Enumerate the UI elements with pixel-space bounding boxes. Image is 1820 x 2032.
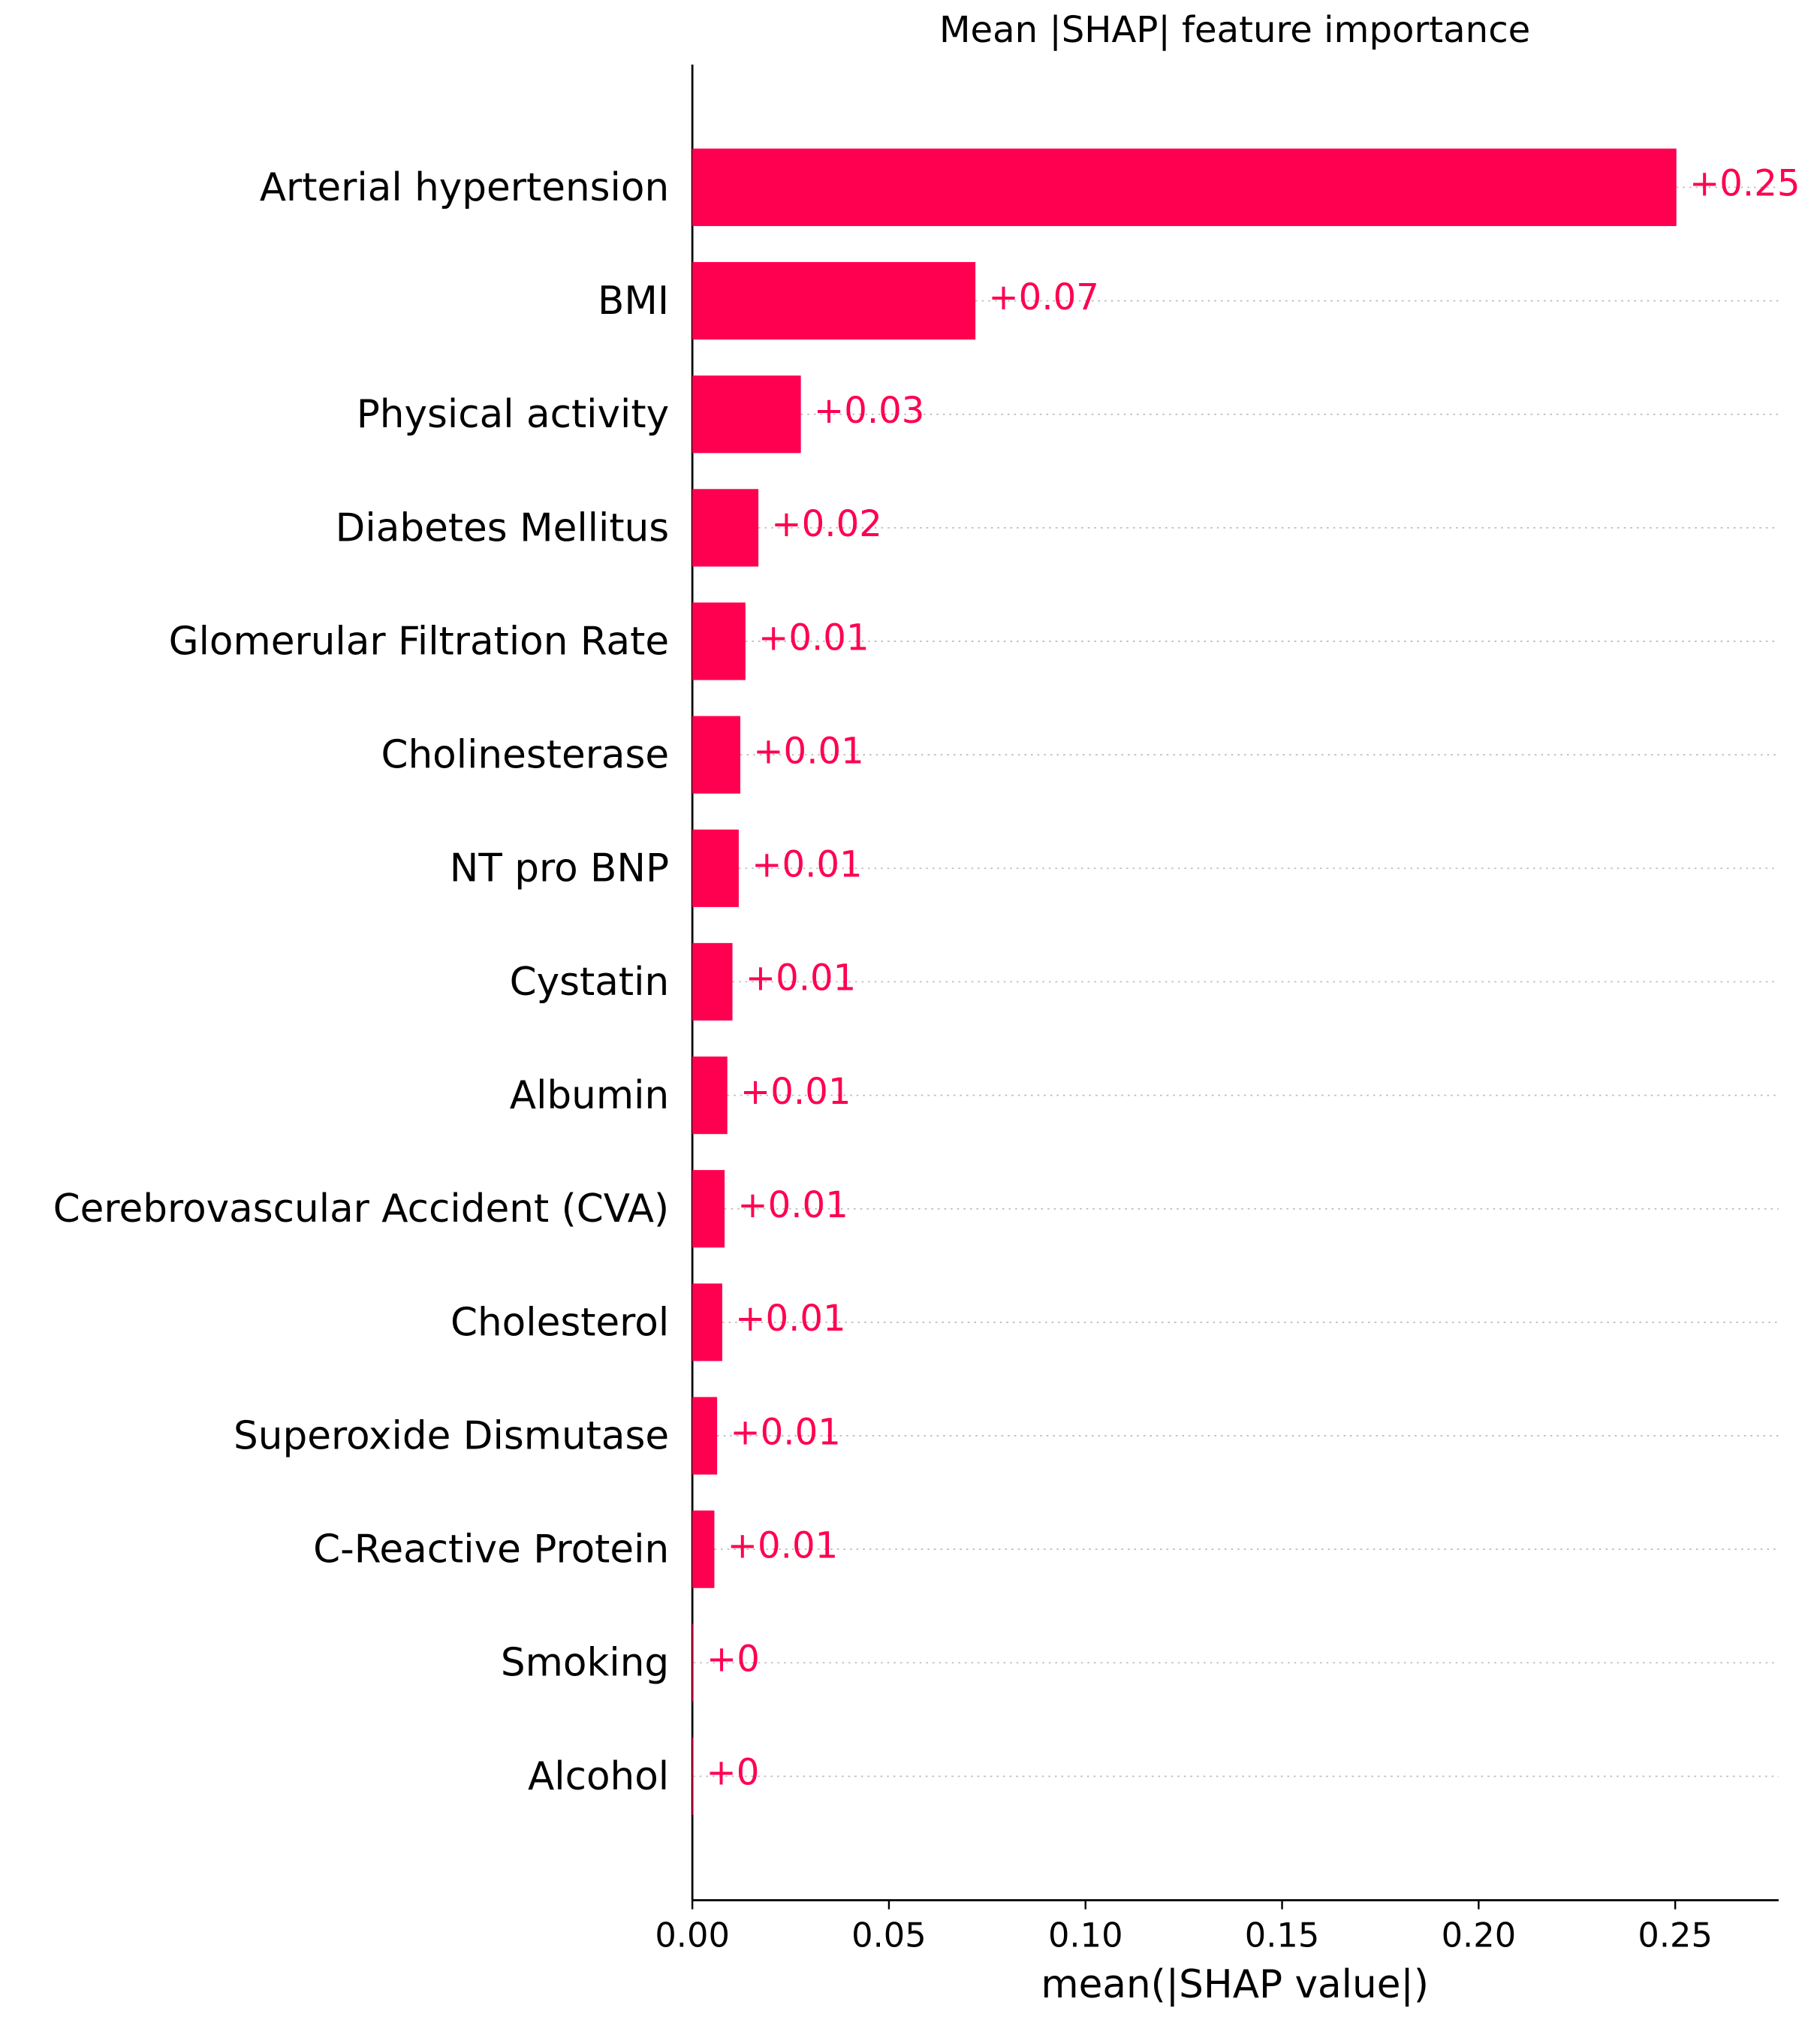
y-tick-label: Physical activity <box>357 392 669 437</box>
bar <box>692 1397 718 1475</box>
x-tick-label: 0.20 <box>1442 1915 1517 1955</box>
data-label: +0.01 <box>740 1071 851 1113</box>
y-tick-label: Glomerular Filtration Rate <box>169 619 670 664</box>
data-label: +0.07 <box>988 276 1099 318</box>
data-label: +0.01 <box>728 1524 839 1566</box>
y-tick-label: NT pro BNP <box>450 846 669 891</box>
bar <box>692 489 759 567</box>
x-tick-label: 0.25 <box>1638 1915 1713 1955</box>
bar <box>692 942 733 1021</box>
y-tick-label: Cholesterol <box>450 1300 669 1345</box>
y-tick-label: Alcohol <box>528 1754 669 1799</box>
bar <box>692 1056 728 1135</box>
data-label: +0.01 <box>730 1411 841 1453</box>
bar <box>692 1737 694 1816</box>
data-label: +0.01 <box>746 957 857 999</box>
x-axis-label: mean(|SHAP value|) <box>1041 1962 1429 2007</box>
bar <box>692 148 1677 227</box>
bar <box>692 261 976 340</box>
x-tick-label: 0.05 <box>851 1915 927 1955</box>
y-tick-label: C-Reactive Protein <box>313 1527 669 1572</box>
bar <box>692 375 801 454</box>
data-label: +0.02 <box>771 503 882 545</box>
data-label: +0.01 <box>753 730 864 772</box>
x-tick-label: 0.15 <box>1245 1915 1320 1955</box>
data-label: +0 <box>707 1639 760 1681</box>
data-label: +0.01 <box>752 844 863 886</box>
y-tick-label: Albumin <box>510 1073 669 1118</box>
data-label: +0.01 <box>737 1184 848 1226</box>
y-tick-label: Arterial hypertension <box>260 165 669 210</box>
y-tick-label: BMI <box>598 279 669 324</box>
x-tick-label: 0.00 <box>655 1915 730 1955</box>
y-tick-label: Cerebrovascular Accident (CVA) <box>53 1186 669 1232</box>
bar <box>692 1283 722 1361</box>
bar <box>692 1623 694 1702</box>
bar <box>692 829 739 907</box>
data-label: +0.25 <box>1689 163 1800 205</box>
y-tick-label: Diabetes Mellitus <box>336 505 670 550</box>
data-label: +0.01 <box>735 1298 846 1340</box>
bar <box>692 716 741 794</box>
x-tick-label: 0.10 <box>1048 1915 1123 1955</box>
y-tick-label: Superoxide Dismutase <box>234 1413 669 1458</box>
y-tick-label: Cholinesterase <box>381 733 669 778</box>
y-tick-label: Smoking <box>501 1641 669 1686</box>
data-label: +0.01 <box>758 617 869 659</box>
bar <box>692 602 746 680</box>
data-label: +0.03 <box>814 390 925 432</box>
data-label: +0 <box>706 1752 759 1794</box>
chart-title: Mean |SHAP| feature importance <box>939 9 1530 51</box>
y-tick-label: Cystatin <box>510 960 670 1005</box>
bar <box>692 1170 725 1248</box>
bar <box>692 1510 715 1588</box>
